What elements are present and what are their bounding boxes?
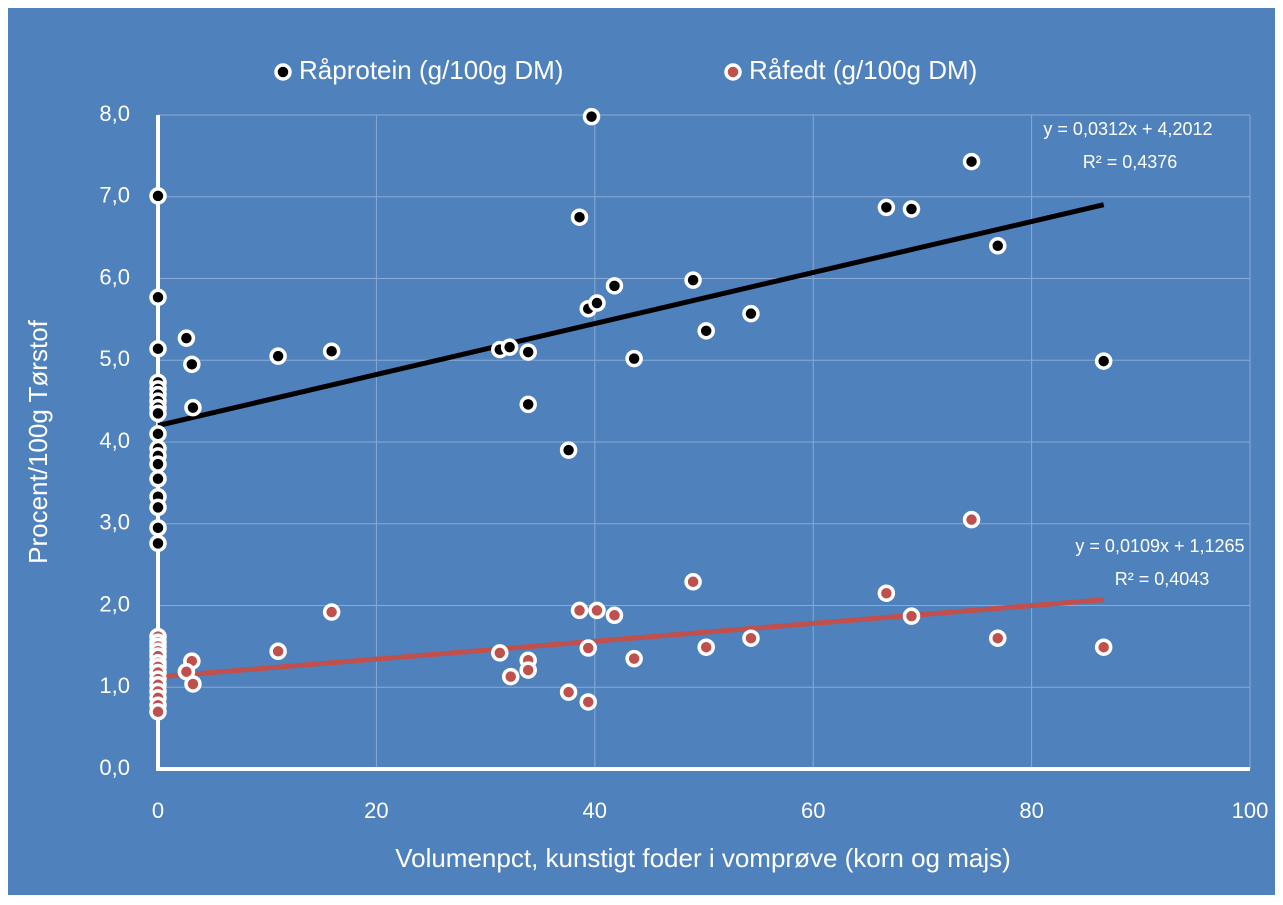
data-point <box>322 603 341 621</box>
data-point <box>559 683 578 701</box>
data-point <box>149 455 167 473</box>
data-point <box>149 470 167 488</box>
data-point <box>519 343 537 361</box>
x-tick-label: 0 <box>152 798 164 823</box>
data-point <box>962 510 981 529</box>
y-tick-label: 2,0 <box>99 591 130 616</box>
x-tick-label: 60 <box>801 798 825 823</box>
data-point <box>697 322 715 340</box>
y-tick-label: 1,0 <box>99 673 130 698</box>
data-point <box>877 198 896 217</box>
trendline <box>157 597 1104 680</box>
data-point <box>269 642 287 661</box>
data-point <box>962 152 981 171</box>
trendline <box>157 202 1105 428</box>
data-point <box>501 667 520 686</box>
data-point <box>570 208 589 226</box>
legend-marker <box>274 63 292 81</box>
legend-label: Råfedt (g/100g DM) <box>749 55 977 85</box>
data-point <box>902 200 921 218</box>
data-point <box>1094 638 1113 656</box>
data-point <box>742 629 760 647</box>
data-point <box>902 607 921 625</box>
trendline-equation: y = 0,0312x + 4,2012 <box>1043 119 1212 139</box>
x-tick-label: 100 <box>1232 798 1269 823</box>
legend-label: Råprotein (g/100g DM) <box>299 55 563 85</box>
legend-marker <box>724 63 742 81</box>
data-point <box>149 703 167 721</box>
data-point <box>684 573 702 591</box>
data-point <box>684 271 702 289</box>
x-tick-label: 40 <box>583 798 607 823</box>
data-point <box>625 349 643 368</box>
chart-background <box>8 8 1275 895</box>
data-point <box>500 338 519 356</box>
data-point <box>579 693 597 711</box>
data-point <box>605 606 624 625</box>
data-point <box>149 340 167 358</box>
data-point <box>149 519 167 537</box>
data-point <box>519 395 537 414</box>
trendline-equation: y = 0,0109x + 1,1265 <box>1075 536 1244 556</box>
data-point <box>149 425 167 443</box>
data-point <box>322 342 341 361</box>
data-point <box>988 237 1007 255</box>
data-point <box>177 662 196 681</box>
y-tick-label: 6,0 <box>99 264 130 289</box>
data-point <box>184 398 202 417</box>
data-point <box>149 534 167 553</box>
data-point <box>588 601 606 620</box>
data-point <box>491 644 509 662</box>
y-tick-label: 0,0 <box>99 755 130 780</box>
data-point <box>149 288 167 307</box>
data-point <box>877 584 896 602</box>
data-point <box>697 638 715 656</box>
data-point <box>582 107 601 126</box>
data-point <box>588 294 606 312</box>
data-point <box>570 601 589 620</box>
data-point <box>269 347 287 365</box>
data-point <box>605 277 624 295</box>
data-point <box>149 404 167 423</box>
y-tick-label: 8,0 <box>99 101 130 126</box>
trendline-r2: R² = 0,4043 <box>1115 569 1210 589</box>
y-tick-label: 5,0 <box>99 346 130 371</box>
data-point <box>149 498 167 517</box>
data-point <box>149 187 167 205</box>
y-tick-label: 7,0 <box>99 183 130 208</box>
x-axis-title: Volumenpct, kunstigt foder i vomprøve (k… <box>395 843 1011 873</box>
x-tick-label: 80 <box>1019 798 1043 823</box>
data-point <box>183 355 201 374</box>
data-point <box>519 661 537 679</box>
y-axis-title: Procent/100g Tørstof <box>23 319 53 564</box>
data-point <box>177 329 196 347</box>
data-point <box>625 649 643 668</box>
data-point <box>1094 352 1113 370</box>
data-point <box>988 629 1007 647</box>
data-point <box>559 441 578 459</box>
data-point <box>742 304 760 323</box>
y-tick-label: 3,0 <box>99 510 130 535</box>
y-tick-label: 4,0 <box>99 428 130 453</box>
data-point <box>579 639 597 657</box>
x-tick-label: 20 <box>364 798 388 823</box>
trendline-r2: R² = 0,4376 <box>1083 152 1178 172</box>
